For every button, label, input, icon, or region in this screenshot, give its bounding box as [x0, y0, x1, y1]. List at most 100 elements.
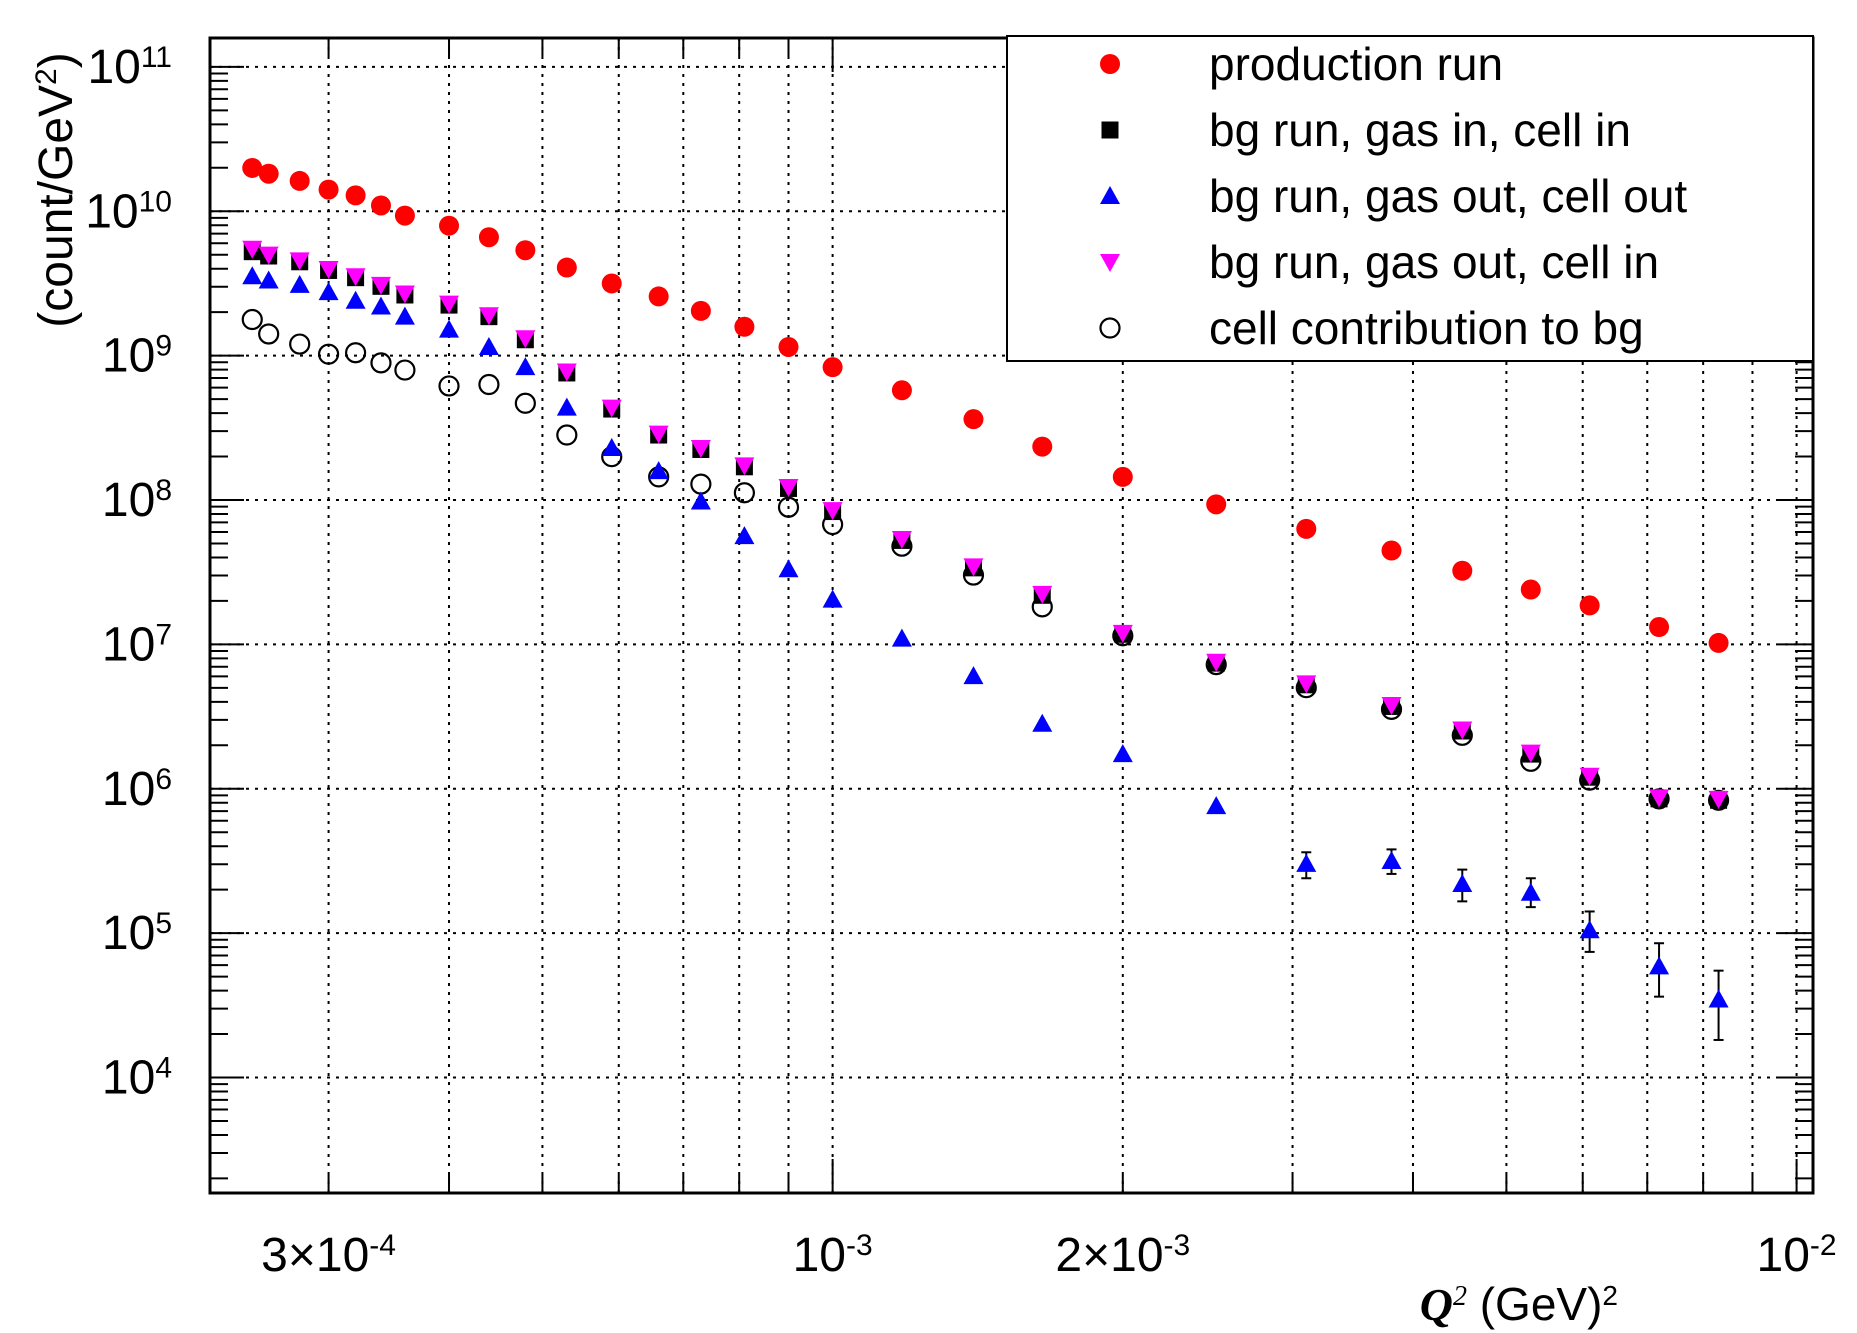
data-point: [822, 589, 843, 608]
data-point: [777, 496, 800, 518]
data-point: [370, 195, 391, 216]
data-point: [289, 333, 311, 355]
data-point: [345, 290, 366, 309]
data-point: [439, 215, 460, 236]
data-point: [344, 342, 367, 364]
data-point: [648, 286, 669, 307]
series-3: [242, 240, 1729, 809]
data-point: [601, 438, 622, 457]
series-4: [241, 308, 1730, 811]
legend-marker: [1101, 121, 1119, 139]
legend: production run bg run, gas in, cell in bg …: [1006, 35, 1814, 362]
data-point: [963, 558, 984, 577]
legend-label: bg run, gas in, cell in: [1209, 104, 1631, 156]
x-axis-title: Q2 (GeV)2: [1420, 1278, 1618, 1330]
data-point: [1520, 882, 1541, 901]
x-axis-title-unit: (GeV): [1467, 1278, 1602, 1330]
data-point: [1649, 956, 1670, 975]
data-point: [778, 336, 799, 357]
y-axis-title-sup: 2: [30, 68, 63, 85]
y-axis-title-main: (count/GeV: [30, 85, 83, 328]
error-bars: [1301, 848, 1724, 1041]
legend-marker: [1099, 317, 1121, 339]
data-point: [1708, 989, 1729, 1008]
data-point: [1381, 850, 1402, 869]
data-point: [556, 397, 577, 416]
data-point: [556, 424, 578, 446]
legend-marker: [1100, 54, 1120, 74]
data-point: [1032, 585, 1053, 604]
y-tick-label: 108: [102, 474, 172, 528]
data-point: [1296, 518, 1317, 539]
data-point: [1296, 675, 1317, 694]
data-point: [690, 300, 711, 321]
data-point: [394, 306, 415, 325]
data-point: [318, 179, 339, 200]
data-point: [1112, 624, 1133, 643]
data-point: [891, 628, 912, 647]
data-point: [734, 457, 755, 476]
x-tick-label: 10-3: [793, 1229, 873, 1283]
data-point: [514, 392, 536, 414]
tick-labels: 3×10-4 10-3 2×10-3 10-2 104 105 106 107 108 109 10…: [85, 40, 1836, 1282]
series-2: [242, 266, 1729, 1008]
legend-box: [1006, 35, 1814, 362]
data-point: [963, 409, 984, 430]
legend-entries: production run bg run, gas in, cell in bg …: [1099, 38, 1687, 354]
data-point: [289, 170, 310, 191]
data-point: [733, 482, 755, 504]
data-point: [601, 399, 622, 418]
y-tick-label: 106: [102, 762, 172, 816]
legend-label: bg run, gas out, cell in: [1209, 236, 1659, 288]
data-point: [891, 380, 912, 401]
data-point: [1579, 767, 1600, 786]
x-axis-title-unit-sup: 2: [1602, 1280, 1618, 1311]
data-point: [690, 440, 711, 459]
y-tick-label: 1010: [85, 185, 172, 239]
data-point: [438, 375, 460, 397]
data-point: [370, 352, 392, 374]
data-point: [258, 163, 279, 184]
data-point: [258, 246, 279, 265]
y-tick-label: 107: [102, 618, 172, 672]
data-point: [289, 252, 310, 271]
data-point: [317, 343, 340, 365]
x-axis-title-q: Q: [1420, 1279, 1453, 1330]
data-point: [515, 330, 536, 349]
data-point: [242, 240, 263, 259]
data-point: [289, 274, 310, 293]
x-axis-title-q-sup: 2: [1453, 1281, 1467, 1312]
y-axis-title: (count/GeV2): [30, 52, 84, 327]
data-point: [370, 276, 391, 295]
data-point: [1649, 617, 1670, 638]
data-point: [1452, 874, 1473, 893]
data-point: [318, 282, 339, 301]
data-point: [242, 157, 263, 178]
data-point: [1648, 788, 1670, 810]
data-point: [345, 185, 366, 206]
data-point: [1520, 744, 1541, 763]
data-point: [394, 205, 415, 226]
data-point: [822, 357, 843, 378]
data-point: [690, 473, 712, 495]
series-0: [242, 157, 1729, 653]
data-point: [734, 526, 755, 545]
data-point: [1649, 789, 1670, 808]
data-point: [439, 319, 460, 338]
legend-label: production run: [1209, 38, 1503, 90]
data-point: [1032, 713, 1053, 732]
data-point: [648, 461, 669, 480]
data-point: [556, 257, 577, 278]
data-point: [1381, 540, 1402, 561]
data-point: [734, 316, 755, 337]
data-point: [515, 357, 536, 376]
data-point: [515, 240, 536, 261]
y-tick-label: 104: [102, 1051, 172, 1105]
data-point: [242, 266, 263, 285]
data-point: [241, 308, 263, 331]
data-point: [258, 270, 279, 289]
data-points: [241, 157, 1730, 1008]
data-point: [1206, 653, 1227, 672]
data-point: [601, 273, 622, 294]
